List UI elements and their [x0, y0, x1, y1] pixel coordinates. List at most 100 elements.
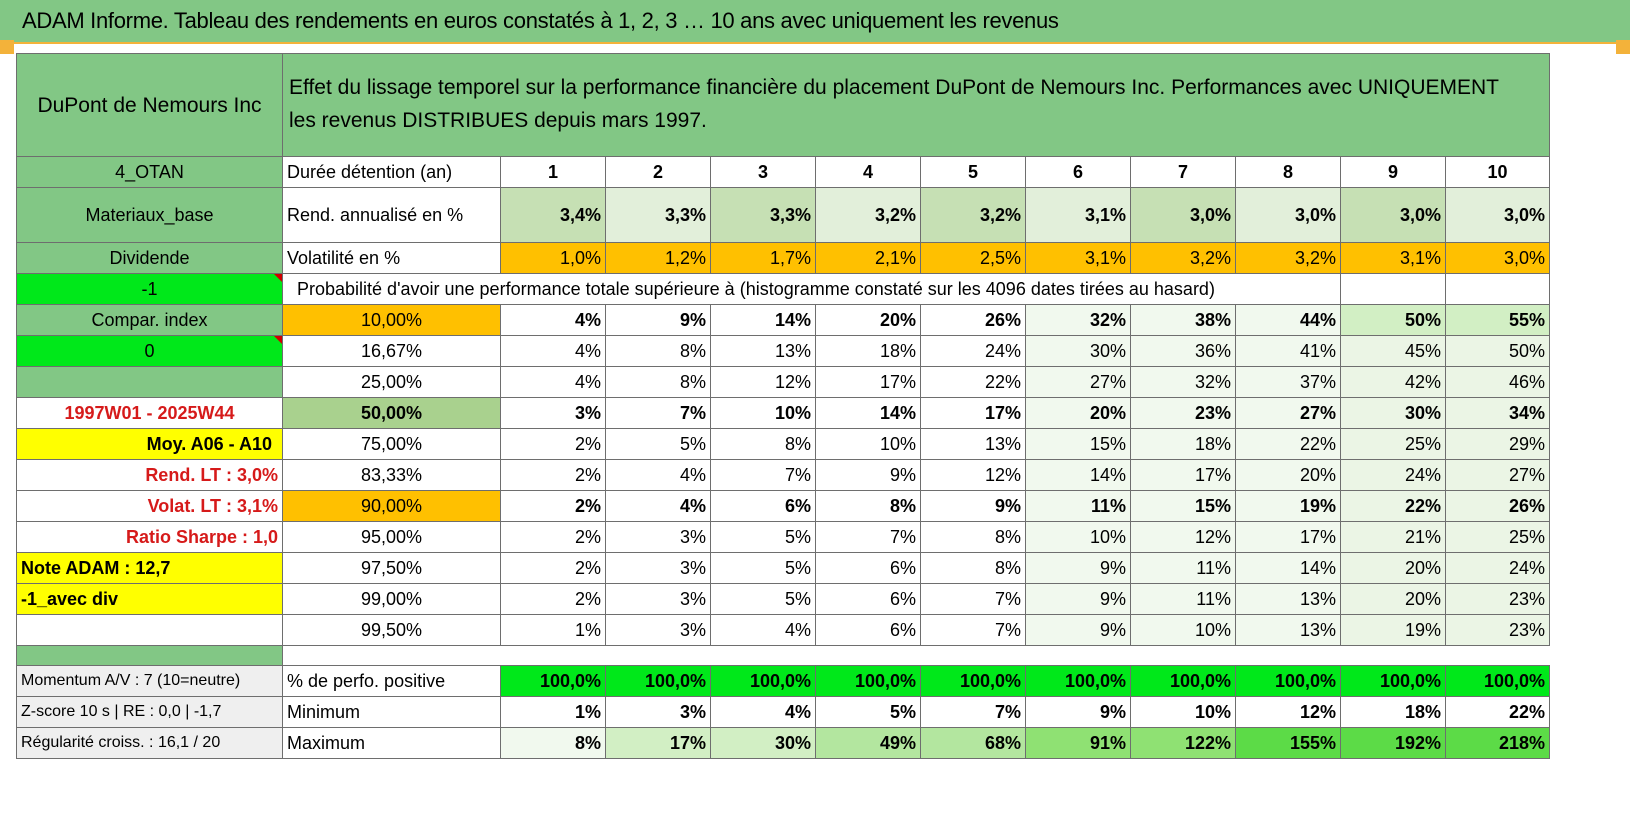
proba-title-row: -1 Probabilité d'avoir une performance t… [16, 273, 1550, 305]
proba-row: 25,00% 4% 8% 12% 17% 22% 27% 32% 37% 42% 46% [16, 366, 1550, 398]
proba-value: 8% [605, 366, 711, 398]
proba-value: 13% [920, 428, 1026, 460]
proba-value: 7% [605, 397, 711, 429]
year-header: 3 [710, 156, 816, 188]
proba-value: 13% [1235, 583, 1341, 615]
moy-cell: Moy. A06 - A10 [16, 428, 283, 460]
proba-value: 2% [500, 490, 606, 522]
year-header: 5 [920, 156, 1026, 188]
proba-value: 10% [1130, 614, 1236, 646]
proba-value: 6% [815, 614, 921, 646]
max-value: 155% [1235, 727, 1341, 759]
rend-value: 3,3% [710, 187, 816, 243]
proba-value: 13% [710, 335, 816, 367]
proba-value: 17% [920, 397, 1026, 429]
proba-value: 4% [710, 614, 816, 646]
proba-value: 8% [710, 428, 816, 460]
proba-value: 27% [1025, 366, 1131, 398]
page-title: ADAM Informe. Tableau des rendements en … [22, 8, 1059, 33]
corner-marker-right [1616, 40, 1630, 54]
proba-value: 14% [1025, 459, 1131, 491]
proba-value: 15% [1130, 490, 1236, 522]
param1-cell: -1 [16, 273, 283, 305]
rend-value: 3,0% [1445, 187, 1550, 243]
pos-value: 100,0% [710, 665, 816, 697]
proba-value: 45% [1340, 335, 1446, 367]
years-row: 4_OTAN Durée détention (an) 1 2 3 4 5 6 7 8 9 10 [16, 156, 1550, 188]
year-header: 1 [500, 156, 606, 188]
proba-threshold: 25,00% [282, 366, 501, 398]
proba-threshold: 97,50% [282, 552, 501, 584]
max-value: 68% [920, 727, 1026, 759]
min-value: 9% [1025, 696, 1131, 728]
min-value: 18% [1340, 696, 1446, 728]
min-value: 7% [920, 696, 1026, 728]
header-description: Effet du lissage temporel sur la perform… [282, 53, 1550, 157]
pos-value: 100,0% [605, 665, 711, 697]
proba-value: 18% [815, 335, 921, 367]
proba-value: 3% [605, 614, 711, 646]
regularite-label: Maximum [282, 727, 501, 759]
rend-value: 3,2% [815, 187, 921, 243]
vol-value: 3,1% [1340, 242, 1446, 274]
proba-value: 25% [1445, 521, 1550, 553]
pos-value: 100,0% [1235, 665, 1341, 697]
proba-value: 18% [1130, 428, 1236, 460]
proba-row: Compar. index 10,00% 4% 9% 14% 20% 26% 32% 38% 44… [16, 304, 1550, 336]
proba-value: 23% [1445, 614, 1550, 646]
proba-threshold: 99,00% [282, 583, 501, 615]
proba-value: 20% [1340, 583, 1446, 615]
proba-value: 9% [605, 304, 711, 336]
proba-value: 9% [920, 490, 1026, 522]
description-line-1: Effet du lissage temporel sur la perform… [289, 76, 1499, 100]
proba-row: Volat. LT : 3,1% 90,00% 2% 4% 6% 8% 9% 11% 15% 19… [16, 490, 1550, 522]
blank-cell [16, 614, 283, 646]
proba-value: 5% [710, 552, 816, 584]
proba-value: 15% [1025, 428, 1131, 460]
year-header: 7 [1130, 156, 1236, 188]
proba-value: 13% [1235, 614, 1341, 646]
year-header: 10 [1445, 156, 1550, 188]
vol-value: 3,2% [1235, 242, 1341, 274]
proba-value: 24% [1445, 552, 1550, 584]
proba-threshold: 90,00% [282, 490, 501, 522]
rend-value: 3,0% [1235, 187, 1341, 243]
proba-value: 11% [1130, 552, 1236, 584]
vol-value: 2,5% [920, 242, 1026, 274]
proba-threshold: 10,00% [282, 304, 501, 336]
proba-value: 5% [710, 583, 816, 615]
avec-div-cell: -1_avec div [16, 583, 283, 615]
proba-value: 7% [710, 459, 816, 491]
min-value: 10% [1130, 696, 1236, 728]
min-value: 1% [500, 696, 606, 728]
proba-value: 11% [1025, 490, 1131, 522]
proba-value: 32% [1130, 366, 1236, 398]
type-cell: Dividende [16, 242, 283, 274]
proba-value: 29% [1445, 428, 1550, 460]
rend-value: 3,0% [1130, 187, 1236, 243]
proba-value: 44% [1235, 304, 1341, 336]
proba-value: 3% [605, 552, 711, 584]
proba-value: 55% [1445, 304, 1550, 336]
proba-value: 37% [1235, 366, 1341, 398]
vol-value: 1,2% [605, 242, 711, 274]
proba-value: 1% [500, 614, 606, 646]
vol-label: Volatilité en % [282, 242, 501, 274]
title-bar: ADAM Informe. Tableau des rendements en … [0, 0, 1630, 44]
proba-value: 2% [500, 583, 606, 615]
vol-value: 3,0% [1445, 242, 1550, 274]
corner-marker-left [0, 40, 14, 54]
proba-value: 6% [815, 552, 921, 584]
spacer-blank [283, 646, 1550, 666]
vol-row: Dividende Volatilité en % 1,0% 1,2% 1,7% 2,… [16, 242, 1550, 274]
proba-value: 50% [1445, 335, 1550, 367]
min-value: 3% [605, 696, 711, 728]
rend-value: 3,0% [1340, 187, 1446, 243]
performance-table: DuPont de Nemours Inc Effet du lissage t… [16, 53, 1550, 759]
footer-row: Z-score 10 s | RE : 0,0 | -1,7 Minimum 1% 3… [16, 696, 1550, 728]
proba-value: 42% [1340, 366, 1446, 398]
proba-value: 3% [605, 583, 711, 615]
proba-row: -1_avec div 99,00% 2% 3% 5% 6% 7% 9% 11% 13% 20% 23… [16, 583, 1550, 615]
vol-value: 3,2% [1130, 242, 1236, 274]
header-row: DuPont de Nemours Inc Effet du lissage t… [16, 53, 1550, 157]
